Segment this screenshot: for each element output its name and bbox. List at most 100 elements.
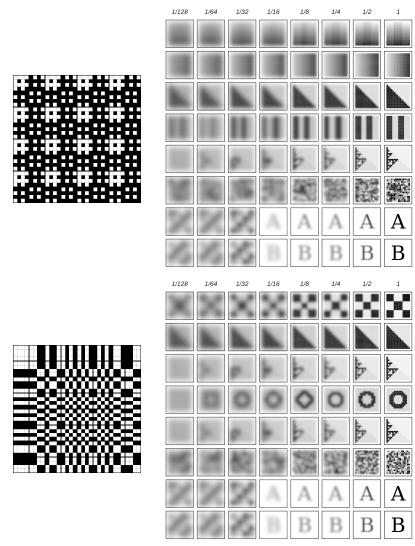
reconstruction-cell: [384, 176, 413, 205]
glyph-letter: A: [296, 482, 312, 506]
reconstruction-cell: [259, 113, 288, 142]
reconstruction-cell: [290, 322, 319, 352]
reconstruction-cell: [228, 416, 257, 446]
glyph-letter: A: [328, 482, 344, 506]
reconstruction-cell: [290, 416, 319, 446]
reconstruction-cell: [228, 113, 257, 142]
glyph-letter: B: [266, 513, 281, 537]
reconstruction-cell: [196, 510, 225, 539]
reconstruction-cell: B: [384, 510, 413, 539]
reconstruction-cell: [384, 291, 413, 320]
column-label: 1/64: [205, 9, 218, 16]
reconstruction-cell: [321, 385, 350, 414]
reconstruction-cell: [165, 82, 194, 111]
reconstruction-cell: [165, 113, 194, 142]
glyph-letter: B: [297, 513, 312, 537]
reconstruction-cell: [196, 176, 225, 205]
column-label: 1/32: [236, 9, 249, 16]
reconstruction-cell: [259, 50, 288, 80]
reconstruction-cell: [228, 385, 257, 414]
glyph-letter: B: [297, 241, 312, 265]
reconstruction-cell: [321, 144, 350, 173]
glyph-letter: A: [359, 210, 375, 234]
reconstruction-cell: A: [290, 207, 319, 236]
reconstruction-cell: [196, 207, 225, 236]
basis-mosaic: [13, 345, 141, 473]
reconstruction-cell: B: [290, 510, 319, 539]
reconstruction-cell: [259, 448, 288, 477]
reconstruction-cell: [196, 113, 225, 142]
column-label: 1/2: [362, 281, 371, 288]
reconstruction-cell: [259, 385, 288, 414]
reconstruction-cell: A: [259, 479, 288, 508]
reconstruction-cell: [259, 291, 288, 320]
reconstruction-cell: [228, 291, 257, 320]
reconstruction-cell: [352, 176, 382, 205]
reconstruction-cell: [290, 291, 319, 320]
reconstruction-cell: [259, 82, 288, 111]
glyph-letter: A: [390, 210, 406, 234]
reconstruction-cell: [259, 176, 288, 205]
glyph-letter: B: [391, 513, 406, 537]
reconstruction-cell: [165, 322, 194, 352]
reconstruction-cell: [290, 448, 319, 477]
reconstruction-cell: [321, 291, 350, 320]
reconstruction-cell: B: [321, 510, 350, 539]
reconstruction-cell: A: [321, 479, 350, 508]
reconstruction-cell: [259, 416, 288, 446]
reconstruction-cell: [228, 354, 257, 383]
reconstruction-cell: [321, 50, 350, 80]
glyph-letter: B: [360, 513, 375, 537]
reconstruction-cell: [228, 238, 257, 267]
reconstruction-cell: [228, 448, 257, 477]
reconstruction-cell: B: [352, 238, 382, 267]
reconstruction-cell: [352, 82, 382, 111]
reconstruction-cell: B: [290, 238, 319, 267]
reconstruction-cell: [196, 144, 225, 173]
glyph-letter: B: [360, 241, 375, 265]
reconstruction-cell: [259, 144, 288, 173]
reconstruction-cell: [165, 385, 194, 414]
reconstruction-cell: [228, 322, 257, 352]
reconstruction-cell: [165, 416, 194, 446]
reconstruction-cell: [196, 448, 225, 477]
panel-bottom: 1/128 1/64 1/32 1/16 1/8 1/4 1/2 1A A A A AB B B B B: [13, 281, 413, 539]
reconstruction-cell: [228, 176, 257, 205]
reconstruction-cell: [165, 238, 194, 267]
column-label: 1/128: [172, 281, 189, 288]
reconstruction-cell: [384, 354, 413, 383]
reconstruction-cell: [321, 82, 350, 111]
reconstruction-cell: [290, 144, 319, 173]
reconstruction-cell: [165, 207, 194, 236]
reconstruction-cell: [290, 176, 319, 205]
reconstruction-cell: [196, 291, 225, 320]
reconstruction-cell: [352, 322, 382, 352]
column-label: 1/8: [300, 281, 309, 288]
reconstruction-cell: [290, 113, 319, 142]
reconstruction-cell: [384, 113, 413, 142]
reconstruction-cell: [321, 416, 350, 446]
reconstruction-cell: A: [259, 207, 288, 236]
reconstruction-cell: B: [259, 238, 288, 267]
reconstruction-cell: [196, 50, 225, 80]
glyph-letter: A: [296, 210, 312, 234]
reconstruction-cell: A: [384, 207, 413, 236]
reconstruction-cell: A: [290, 479, 319, 508]
reconstruction-cell: [196, 238, 225, 267]
column-label: 1/2: [362, 9, 371, 16]
reconstruction-cell: [196, 479, 225, 508]
reconstruction-cell: [352, 354, 382, 383]
reconstruction-cell: [290, 354, 319, 383]
glyph-letter: A: [265, 210, 281, 234]
column-label: 1: [396, 281, 400, 288]
reconstruction-cell: [352, 416, 382, 446]
reconstruction-cell: A: [384, 479, 413, 508]
reconstruction-cell: [352, 291, 382, 320]
reconstruction-cell: [228, 19, 257, 48]
reconstruction-cell: [165, 291, 194, 320]
reconstruction-cell: [165, 510, 194, 539]
reconstruction-cell: [165, 176, 194, 205]
column-label: 1/128: [172, 9, 189, 16]
reconstruction-cell: [384, 19, 413, 48]
